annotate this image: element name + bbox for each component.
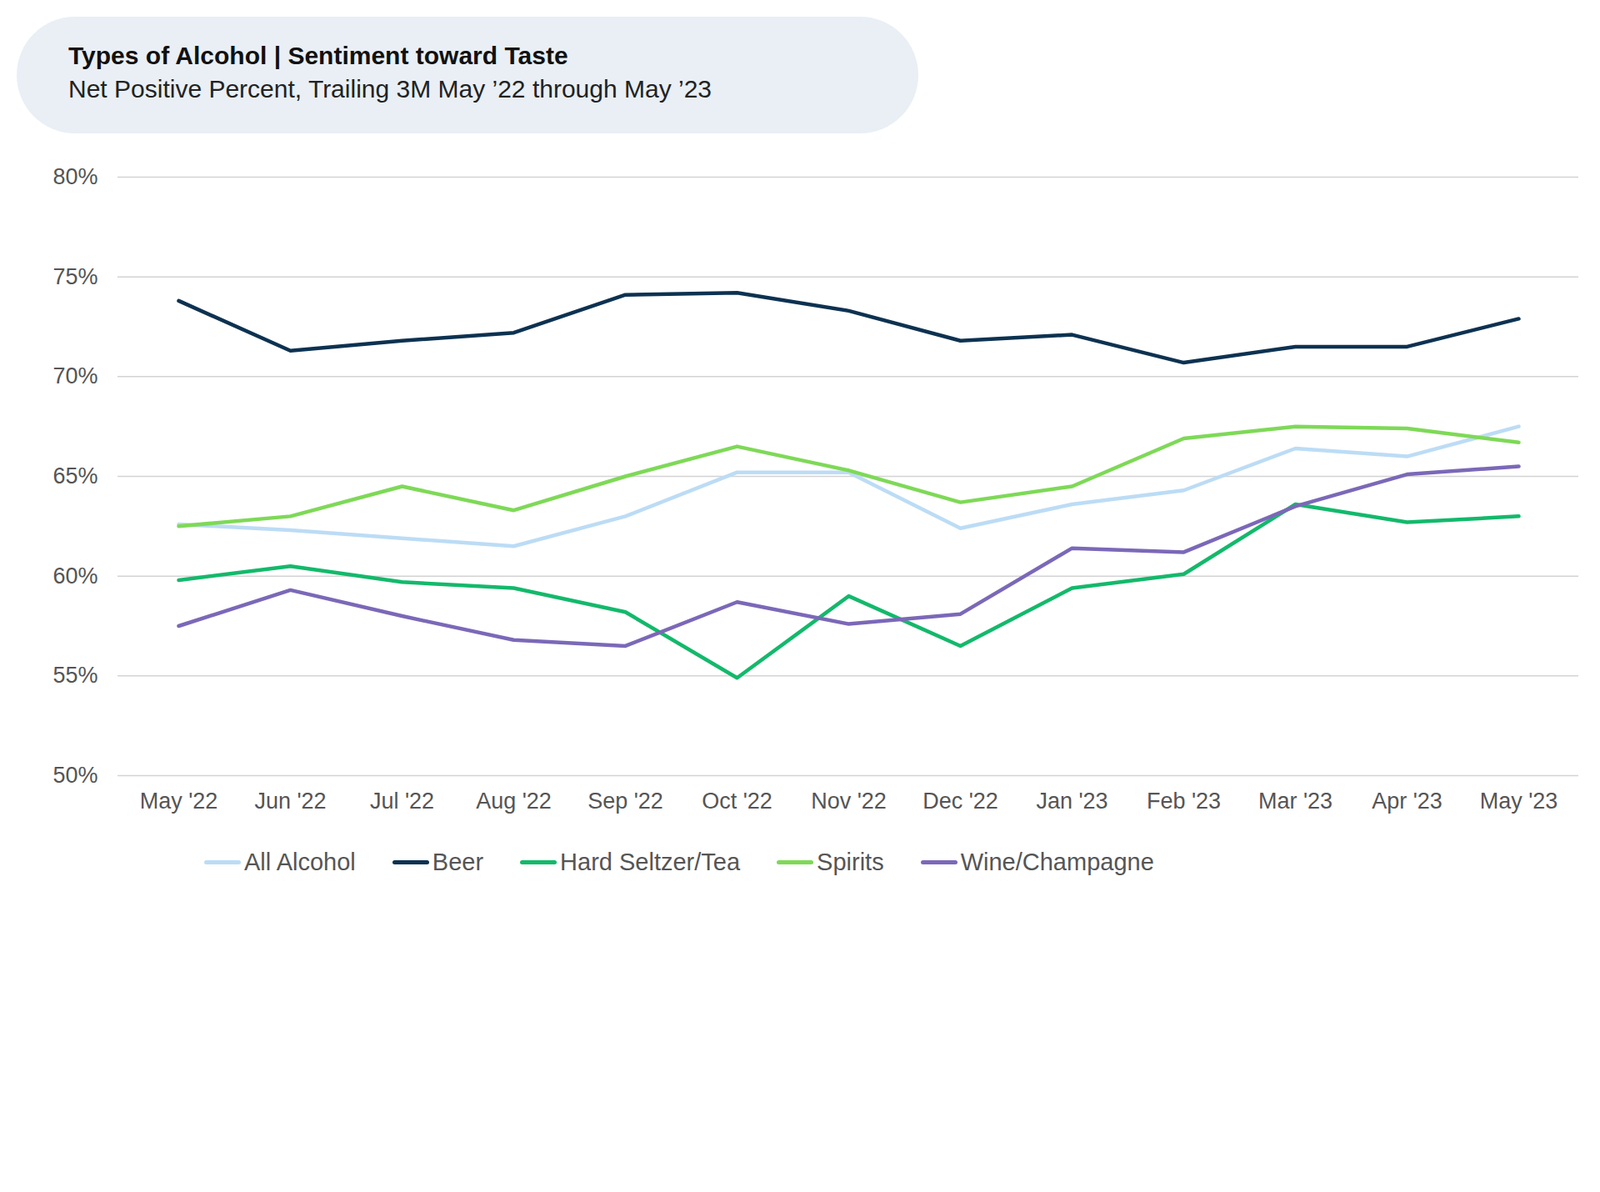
svg-text:Jul '22: Jul '22 — [370, 788, 435, 814]
svg-text:May '22: May '22 — [140, 788, 219, 814]
svg-text:Aug '22: Aug '22 — [475, 788, 552, 814]
svg-text:Feb '23: Feb '23 — [1146, 788, 1221, 814]
svg-text:Oct '22: Oct '22 — [701, 788, 773, 814]
html-text:Wine/Champagne: Wine/Champagne — [960, 848, 1154, 875]
html-text:All Alcohol: All Alcohol — [244, 848, 356, 875]
svg-text:55%: 55% — [52, 662, 98, 688]
svg-text:80%: 80% — [52, 164, 98, 190]
svg-text:Sep '22: Sep '22 — [587, 788, 664, 814]
svg-text:Jun '22: Jun '22 — [254, 788, 326, 814]
svg-text:Dec '22: Dec '22 — [922, 788, 999, 814]
html-text:Spirits: Spirits — [816, 848, 884, 875]
html-text:Types of Alcohol | Sentiment t: Types of Alcohol | Sentiment toward Tast… — [68, 41, 568, 70]
html-text:Hard Seltzer/Tea: Hard Seltzer/Tea — [560, 848, 741, 875]
svg-text:70%: 70% — [52, 363, 98, 389]
svg-text:50%: 50% — [52, 762, 98, 788]
html-text:Beer: Beer — [432, 848, 484, 875]
svg-text:65%: 65% — [52, 463, 98, 489]
svg-text:60%: 60% — [52, 563, 98, 589]
html-text:Net Positive Percent, Trailing: Net Positive Percent, Trailing 3M May ’2… — [68, 75, 712, 103]
svg-text:Mar '23: Mar '23 — [1258, 788, 1333, 814]
svg-text:Apr '23: Apr '23 — [1371, 788, 1443, 814]
svg-text:Jan '23: Jan '23 — [1035, 788, 1108, 814]
svg-text:75%: 75% — [52, 264, 98, 290]
svg-text:May '23: May '23 — [1480, 788, 1559, 814]
svg-text:Nov '22: Nov '22 — [810, 788, 887, 814]
